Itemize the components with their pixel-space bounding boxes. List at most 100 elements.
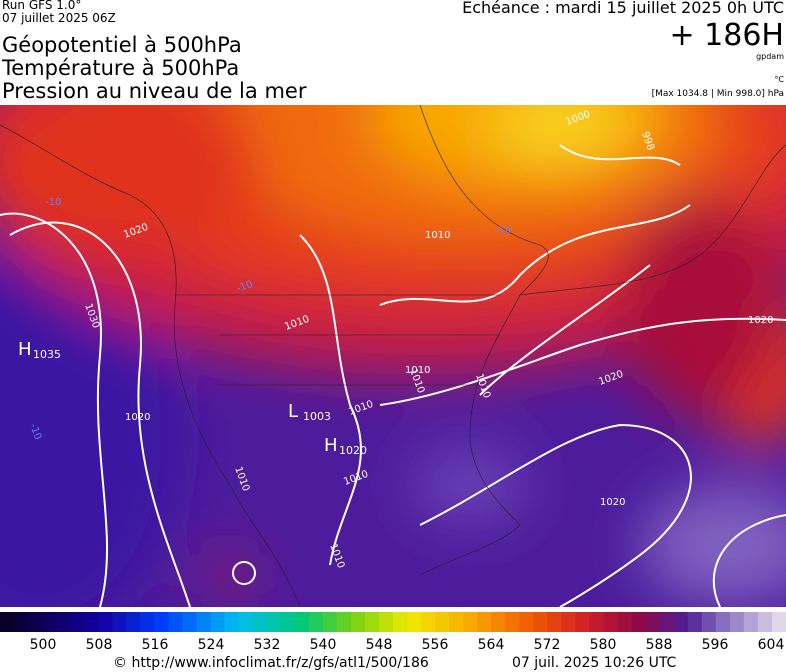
colorbar-swatch: [449, 612, 464, 632]
colorbar-swatch: [715, 612, 731, 632]
colorbar-label: 524: [198, 637, 225, 652]
colorbar-swatch: [645, 612, 661, 632]
pressure-center-value: 1003: [303, 410, 331, 423]
colorbar-label: 580: [590, 637, 617, 652]
colorbar-label: 500: [30, 637, 57, 652]
colorbar-swatch: [0, 612, 15, 632]
colorbar-swatch: [70, 612, 85, 632]
colorbar-swatch: [126, 612, 141, 632]
colorbar-label: 572: [534, 637, 561, 652]
colorbar: 500 508 516 524 532 540 548 556 564 572 580 588 596 6…: [0, 612, 786, 652]
colorbar-swatch: [757, 612, 773, 632]
pressure-range: [Max 1034.8 | Min 998.0] hPa: [651, 89, 784, 99]
pressure-center: H: [18, 339, 32, 360]
colorbar-swatch: [505, 612, 520, 632]
run: Run GFS 1.0°: [2, 0, 82, 12]
isobar-label: -10: [27, 422, 43, 441]
colorbar-swatch: [84, 612, 99, 632]
colorbar-label: 548: [366, 637, 393, 652]
pressure-center-value: 1020: [339, 444, 367, 457]
isobar-label: -10: [45, 197, 61, 208]
colorbar-swatch: [168, 612, 183, 632]
colorbar-swatch: [631, 612, 647, 632]
title: Pression au niveau de la mer: [2, 79, 307, 103]
temperature-field: [0, 105, 786, 607]
colorbar-swatch: [547, 612, 562, 632]
colorbar-swatch: [252, 612, 268, 632]
colorbar-swatch: [112, 612, 127, 632]
colorbar-swatch: [421, 612, 436, 632]
isobars: [0, 144, 786, 607]
colorbar-label: 588: [646, 637, 673, 652]
isobar-label: 1010: [405, 365, 430, 376]
colorbar-swatch: [28, 612, 43, 632]
colorbar-swatch: [575, 612, 590, 632]
colorbar-swatch: [687, 612, 703, 632]
colorbar-swatch: [603, 612, 619, 632]
colorbar-swatch: [393, 612, 408, 632]
colorbar-label: 540: [310, 637, 337, 652]
lead-time: + 186H: [669, 18, 785, 53]
colorbar-swatch: [589, 612, 605, 632]
colorbar-swatch: [56, 612, 71, 632]
colorbar-swatch: [350, 612, 366, 632]
colorbar-swatch: [463, 612, 478, 632]
colorbar-swatch: [196, 612, 212, 632]
colorbar-swatch: [771, 612, 786, 632]
colorbar-swatch: [743, 612, 759, 632]
colorbar-swatch: [294, 612, 310, 632]
unit: gpdam: [756, 52, 784, 61]
colorbar-swatch: [238, 612, 254, 632]
colorbar-swatch: [561, 612, 576, 632]
colorbar-swatch: [336, 612, 352, 632]
colorbar-swatch: [701, 612, 717, 632]
colorbar-swatch: [98, 612, 113, 632]
colorbar-label: 556: [422, 637, 449, 652]
colorbar-swatch: [308, 612, 324, 632]
pressure-center: L: [288, 401, 298, 422]
colorbar-swatch: [673, 612, 689, 632]
colorbar-swatch: [519, 612, 534, 632]
colorbar-swatch: [182, 612, 197, 632]
colorbar-swatch: [533, 612, 548, 632]
colorbar-swatch: [224, 612, 240, 632]
colorbar-label: 604: [758, 637, 785, 652]
colorbar-swatch: [154, 612, 169, 632]
run-date: 07 juillet 2025 06Z: [2, 11, 116, 25]
colorbar-swatch: [617, 612, 633, 632]
colorbar-swatch: [14, 612, 29, 632]
colorbar-swatch: [491, 612, 506, 632]
colorbar-label: 564: [478, 637, 505, 652]
colorbar-label: 596: [702, 637, 729, 652]
isobar-label: 1020: [125, 412, 150, 423]
unit: °C: [774, 75, 784, 84]
colorbar-label: 508: [86, 637, 113, 652]
colorbar-swatch: [266, 612, 282, 632]
source-url: © http://www.infoclimat.fr/z/gfs/atl1/50…: [113, 655, 429, 671]
timestamp: 07 juil. 2025 10:26 UTC: [512, 655, 677, 671]
colorbar-swatch: [378, 612, 394, 632]
colorbar-swatch: [477, 612, 492, 632]
isobar-label: -10: [495, 225, 511, 236]
colorbar-swatch: [140, 612, 155, 632]
colorbar-swatch: [210, 612, 226, 632]
colorbar-label: 516: [142, 637, 169, 652]
colorbar-swatch: [42, 612, 57, 632]
isobar-label: -10: [235, 279, 254, 295]
isobar-label: 1020: [748, 315, 773, 326]
colorbar-swatch: [659, 612, 675, 632]
pressure-center: H: [324, 435, 338, 456]
colorbar-swatch: [280, 612, 296, 632]
colorbar-swatch: [435, 612, 450, 632]
isobar-label: 1020: [600, 497, 625, 508]
colorbar-label: 532: [254, 637, 281, 652]
colorbar-swatch: [407, 612, 422, 632]
colorbar-swatch: [322, 612, 338, 632]
title: Température à 500hPa: [2, 56, 240, 80]
isobar-label: 1010: [425, 230, 450, 241]
pressure-center-value: 1035: [33, 348, 61, 361]
colorbar-swatch: [364, 612, 380, 632]
echeance: Echéance : mardi 15 juillet 2025 0h UTC: [462, 0, 784, 17]
